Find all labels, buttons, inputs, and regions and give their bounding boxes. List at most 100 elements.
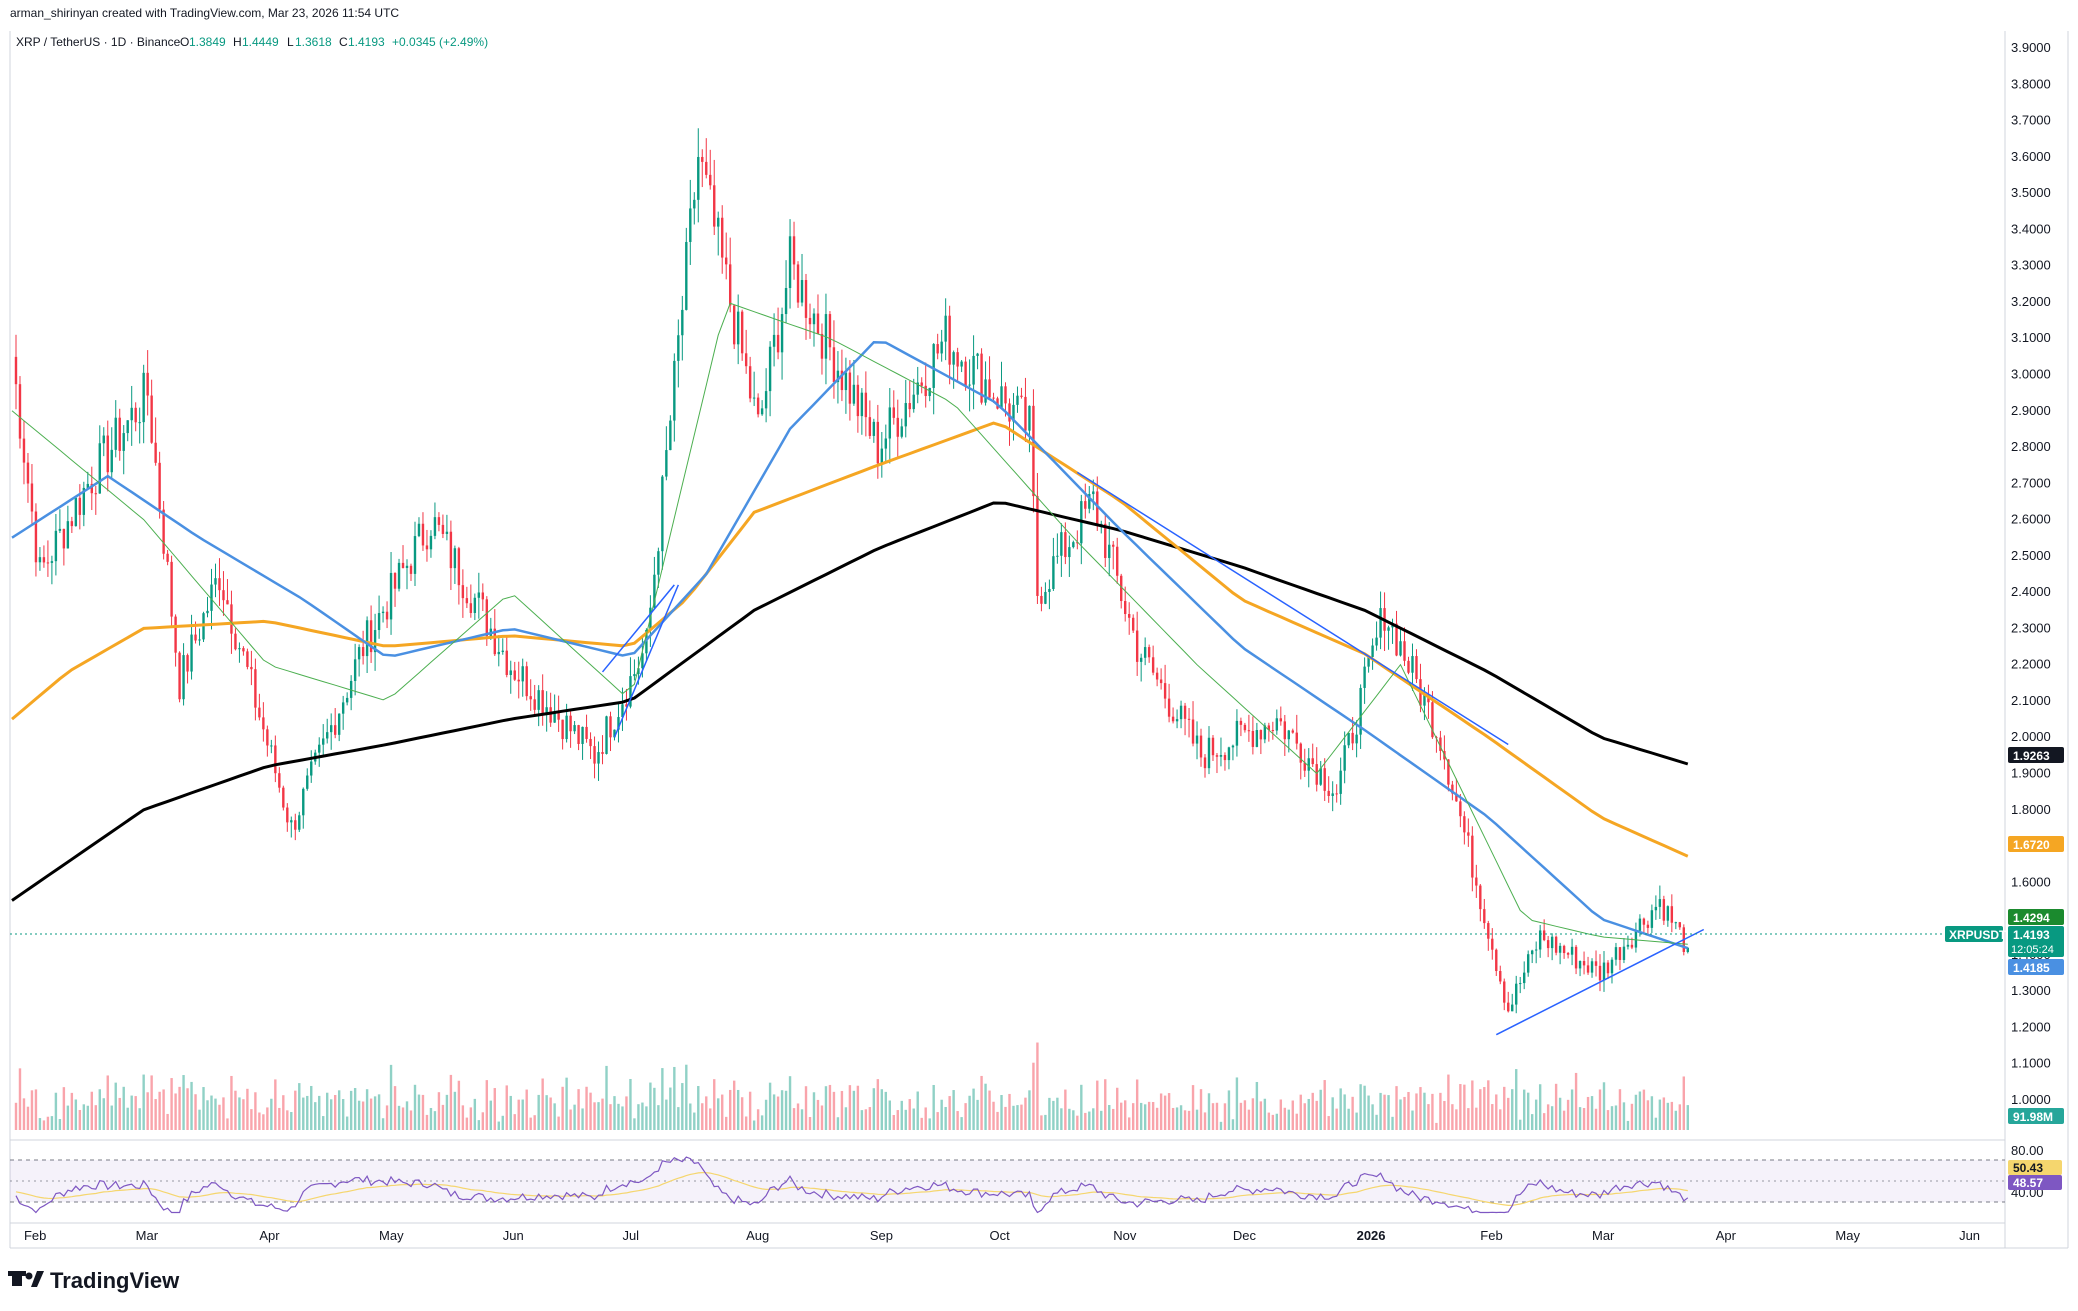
candle-body: [1287, 730, 1290, 740]
candle-body: [154, 442, 157, 463]
candle-body: [593, 746, 596, 764]
candle-body: [170, 561, 173, 617]
candle-body: [669, 420, 672, 451]
candle-body: [832, 347, 836, 383]
volume-bar: [1686, 1105, 1689, 1130]
candle-body: [365, 620, 369, 657]
candle-body: [1092, 491, 1095, 495]
candle-body: [493, 628, 496, 655]
candle-body: [94, 493, 97, 495]
volume-bar: [333, 1095, 337, 1130]
volume-bar: [70, 1092, 74, 1130]
volume-bar: [34, 1089, 38, 1130]
volume-bar: [1291, 1100, 1294, 1130]
trendlines[interactable]: [601, 471, 1705, 1036]
volume-bar: [1610, 1106, 1614, 1130]
volume-bar: [581, 1108, 584, 1130]
volume-bar: [1112, 1108, 1115, 1130]
trendline[interactable]: [613, 584, 680, 738]
candle-body: [381, 611, 385, 614]
time-axis[interactable]: Feb Mar Apr May Jun Jul Aug Sep Oct Nov Dec 2026 Feb…: [24, 1228, 1980, 1243]
volume-bar: [844, 1107, 848, 1130]
volume-bar: [437, 1092, 441, 1130]
volume-bar: [1295, 1113, 1298, 1130]
volume-bar: [984, 1083, 987, 1130]
candle-body: [1028, 405, 1031, 431]
candle-body: [1155, 672, 1159, 680]
volume-bar: [146, 1092, 149, 1130]
trendline[interactable]: [1076, 471, 1509, 746]
candle-body: [525, 666, 528, 697]
volume-bar: [1072, 1110, 1075, 1130]
candle-body: [964, 361, 967, 386]
volume-bar: [1167, 1093, 1171, 1130]
candle-body: [1243, 724, 1247, 731]
candle-body: [585, 726, 588, 739]
candle-body: [896, 417, 899, 437]
volume-bar: [401, 1107, 405, 1130]
high-label: H: [233, 35, 242, 49]
volume-bar: [242, 1099, 245, 1130]
candle-body: [306, 775, 309, 789]
volume-bar: [1614, 1105, 1618, 1130]
volume-bar: [1515, 1069, 1518, 1130]
volume-bar: [1092, 1108, 1095, 1130]
candle-body: [329, 725, 333, 733]
candle-body: [1259, 730, 1263, 740]
time-label: Jun: [1959, 1228, 1980, 1243]
volume-bar: [1507, 1097, 1510, 1130]
volume-bar: [924, 1107, 927, 1130]
volume-bar: [565, 1077, 568, 1130]
rsi-line: [15, 1156, 1689, 1214]
candle-body: [1203, 757, 1207, 769]
time-label: Aug: [746, 1228, 769, 1243]
volume-bar: [916, 1091, 919, 1130]
volume-bar: [517, 1099, 520, 1130]
candle-body: [1331, 793, 1334, 796]
candle-body: [1052, 556, 1055, 589]
candle-body: [1483, 909, 1486, 924]
volume-bar: [649, 1082, 652, 1130]
candle-body: [828, 314, 832, 348]
volume-bar: [709, 1108, 712, 1130]
volume-bar: [441, 1104, 445, 1130]
price-tick: 3.2000: [2011, 294, 2051, 309]
candle-body: [405, 565, 409, 568]
price-tick: 1.3000: [2011, 983, 2051, 998]
header-symbol[interactable]: XRP / TetherUS · 1D · Binance: [16, 35, 181, 49]
candle-body: [114, 417, 117, 450]
candle-body: [541, 690, 544, 716]
candle-body: [1503, 981, 1506, 1003]
candle-body: [353, 659, 357, 681]
volume-bar: [1223, 1103, 1227, 1130]
candle-body: [290, 820, 293, 823]
price-tick: 1.6000: [2011, 874, 2051, 889]
candle-body: [262, 717, 265, 730]
volume-bar: [1586, 1096, 1590, 1130]
candle-body: [1455, 793, 1458, 802]
candle-body: [613, 729, 616, 738]
volume-bar: [170, 1078, 173, 1130]
candle-body: [1431, 702, 1434, 738]
trendline[interactable]: [1495, 928, 1705, 1036]
candle-body: [46, 562, 50, 564]
candle-body: [697, 156, 700, 200]
trendline[interactable]: [601, 584, 675, 673]
volume-bar: [1327, 1116, 1330, 1130]
volume-bar: [1546, 1104, 1550, 1130]
volume-bar: [928, 1118, 931, 1130]
volume-bar: [533, 1115, 536, 1130]
tradingview-logo[interactable]: TradingView: [8, 1268, 180, 1293]
candle-body: [341, 702, 345, 714]
volume-bar: [784, 1090, 788, 1130]
time-label: Mar: [136, 1228, 159, 1243]
volume-bar: [1423, 1092, 1426, 1130]
candle-body: [573, 725, 576, 732]
candle-body: [1215, 755, 1219, 757]
time-label: Oct: [990, 1228, 1011, 1243]
volume-bar: [952, 1090, 955, 1130]
volume-bar: [1523, 1089, 1526, 1130]
candle-body: [1279, 718, 1283, 722]
volume-bar: [752, 1120, 756, 1130]
